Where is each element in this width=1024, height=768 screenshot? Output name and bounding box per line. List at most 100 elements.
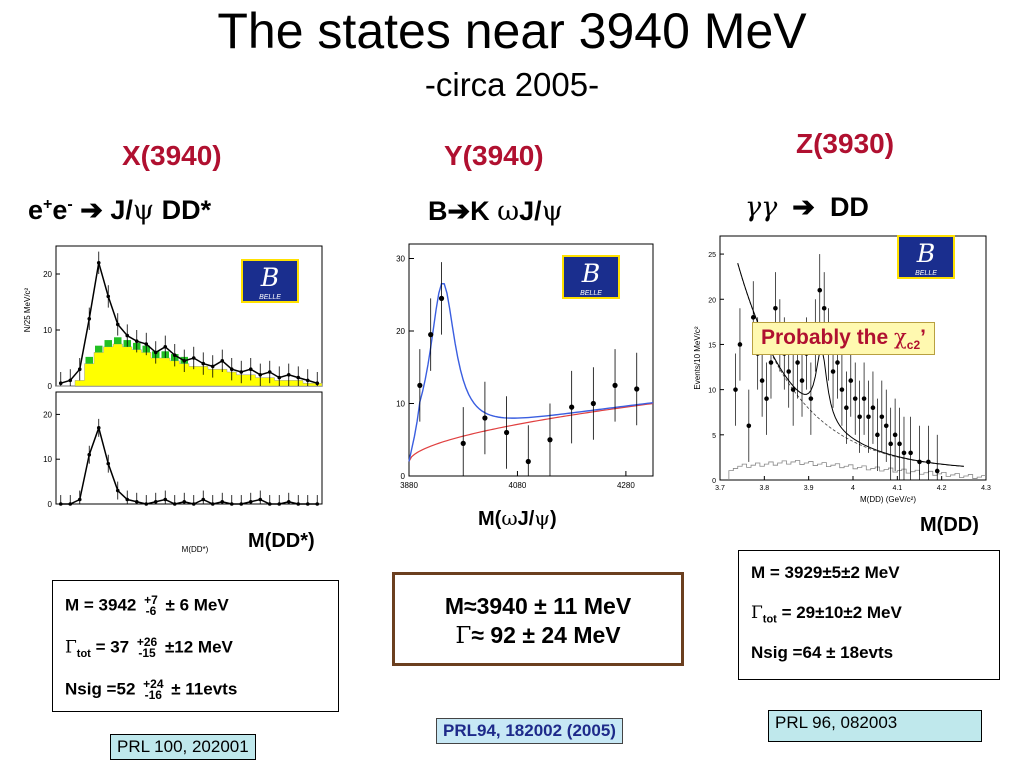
belle-logo-x3940	[241, 259, 299, 303]
nsig-z3930: Nsig =64 ± 18evts	[751, 643, 894, 662]
data-point-y3940-6	[525, 458, 531, 465]
data-point-z3930-2	[746, 423, 752, 429]
data-point-y3940-0	[417, 382, 423, 388]
x-tick-label-z3930-2: 3.9	[804, 485, 814, 492]
y-axis-label-z3930: Events/10 MeV/c²	[693, 326, 702, 389]
mass-z3930: M = 3929±5±2 MeV	[751, 563, 900, 582]
data-point-y3940-3	[460, 440, 466, 446]
reaction-z3930: γγ ➔ DD	[745, 192, 869, 223]
data-point-z3930-34	[888, 441, 893, 447]
y-tick-label-z3930-2: 10	[708, 388, 716, 395]
x-tick-label-z3930-6: 4.3	[981, 485, 991, 492]
data-point-z3930-12	[790, 387, 796, 392]
data-point-z3930-3	[750, 315, 756, 320]
x-tick-label-z3930-1: 3.8	[759, 485, 769, 492]
y-tick-label-0-1: 10	[43, 326, 52, 335]
x-tick-label-y3940-1: 4080	[509, 481, 527, 490]
reference-y3940[interactable]: PRL94, 182002 (2005)	[436, 718, 623, 744]
sideband-bin-6	[114, 337, 122, 344]
signal-fit-curve	[408, 282, 654, 462]
background-histogram	[56, 343, 323, 387]
slide-subtitle: -circa 2005-	[424, 66, 600, 103]
data-point-z3930-7	[768, 360, 774, 365]
data-point-z3930-29	[866, 414, 871, 420]
reaction-x3940: e+e- ➔ J/ψ DD*	[28, 195, 212, 226]
data-point-z3930-13	[795, 360, 800, 365]
data-point-z3930-36	[897, 441, 902, 447]
chart-x3940: 0 10 20 0 10 20 N/25 MeV/c² M(DD*) B BELLE	[23, 245, 323, 554]
reaction-y3940: B➔K ωJ/ψ	[428, 196, 563, 227]
axis-label-x3940: M(DD*)	[248, 530, 315, 552]
data-point-z3930-18	[817, 287, 823, 293]
belle-logo-x3940-letter: B	[260, 263, 280, 292]
data-point-z3930-0	[733, 387, 738, 392]
data-point-z3930-19	[821, 305, 827, 311]
data-point-y3940-10	[612, 382, 618, 388]
sideband-bin-3	[85, 356, 93, 364]
y-tick-label-0-2: 20	[43, 270, 52, 279]
data-point-z3930-38	[908, 450, 913, 456]
y-tick-label-0-0: 0	[48, 382, 53, 391]
width-x3940: Γtot = 37 +26 -15 ±12 MeV	[65, 635, 233, 660]
y-tick-label-z3930-1: 5	[712, 433, 716, 440]
fit-curve-1	[60, 425, 318, 505]
y-tick-label-z3930-4: 20	[708, 297, 716, 304]
data-point-z3930-26	[852, 396, 858, 401]
callout-chi-c2: Probably the χc2’	[752, 322, 935, 356]
data-point-z3930-22	[835, 360, 840, 365]
y-tick-label-z3930-5: 25	[708, 252, 716, 259]
fit-curve-0	[60, 262, 318, 384]
plot-y3940: 0 10 20 30 3880 4080 4280 B BELLE	[375, 238, 660, 500]
belle-logo-y3940-label: BELLE	[580, 290, 602, 297]
x-axis-label-z3930: M(DD) (GeV/c²)	[860, 495, 916, 504]
mc-histogram	[728, 460, 986, 480]
y-tick-label-z3930-0: 0	[712, 478, 716, 485]
y-tick-label-y3940-0: 0	[401, 472, 406, 481]
data-point-z3930-27	[857, 414, 862, 420]
mass-x3940: M = 3942 +7 -6 ± 6 MeV	[65, 593, 229, 618]
data-point-z3930-1	[737, 342, 743, 347]
y-tick-label-y3940-3: 30	[396, 255, 405, 264]
data-point-z3930-37	[901, 450, 907, 456]
panel-frame-1	[55, 391, 323, 505]
plot-x3940: 0 10 20 0 10 20 N/25 MeV/c² M(DD*) B BELLE	[20, 240, 330, 560]
results-box-x3940: M = 3942 +7 -6 ± 6 MeV Γtot = 37 +26 -15 ±…	[52, 580, 339, 712]
data-point-z3930-35	[892, 432, 898, 438]
data-point-y3940-11	[634, 386, 640, 392]
chart-z3930: 0 5 10 15 20 25 3.7 3.8 3.9 4 4.1 4.2 4.3 Events/10 M…	[693, 235, 991, 504]
belle-logo-z3930-label: BELLE	[915, 270, 937, 277]
y-axis-label-x3940: N/25 MeV/c²	[23, 287, 32, 332]
sideband-bin-4	[95, 345, 103, 353]
x-tick-label-y3940-0: 3880	[400, 481, 418, 490]
data-point-z3930-25	[848, 378, 854, 383]
background-fit-dashed	[737, 263, 964, 467]
width-z3930: Γtot = 29±10±2 MeV	[751, 603, 902, 626]
data-point-z3930-6	[764, 396, 769, 401]
y-tick-label-1-1: 10	[43, 455, 52, 464]
data-point-z3930-28	[861, 396, 867, 401]
data-point-z3930-16	[808, 396, 814, 401]
state-name-z3930: Z(3930)	[796, 128, 895, 159]
chart-y3940: 0 10 20 30 3880 4080 4280 B BELLE	[396, 243, 654, 490]
data-point-z3930-31	[875, 432, 880, 438]
reference-x3940[interactable]: PRL 100, 202001	[110, 734, 256, 760]
belle-logo-y3940	[562, 255, 620, 299]
x-tick-label-z3930-4: 4.1	[892, 485, 902, 492]
data-point-z3930-21	[830, 369, 836, 374]
nsig-x3940: Nsig =52 +24 -16 ± 11evts	[65, 677, 238, 702]
data-point-z3930-14	[799, 378, 805, 383]
y-tick-label-z3930-3: 15	[708, 342, 716, 349]
data-point-y3940-4	[482, 415, 488, 421]
x-tick-label-z3930-0: 3.7	[715, 485, 725, 492]
reference-z3930[interactable]: PRL 96, 082003	[768, 710, 982, 742]
data-point-z3930-30	[870, 405, 876, 411]
data-point-z3930-11	[786, 369, 792, 374]
state-name-x3940: X(3940)	[122, 140, 222, 171]
data-point-z3930-5	[759, 378, 765, 383]
data-point-y3940-5	[504, 429, 510, 436]
data-point-z3930-39	[917, 459, 922, 465]
results-box-y3940: M≈3940 ± 11 MeV Γ≈ 92 ± 24 MeV	[392, 572, 684, 666]
axis-label-y3940: M(ωJ/ψ)	[478, 506, 557, 530]
plot-z3930: 0 5 10 15 20 25 3.7 3.8 3.9 4 4.1 4.2 4.3 Events/10 M…	[688, 230, 994, 512]
plot-frame-y3940	[408, 243, 654, 477]
